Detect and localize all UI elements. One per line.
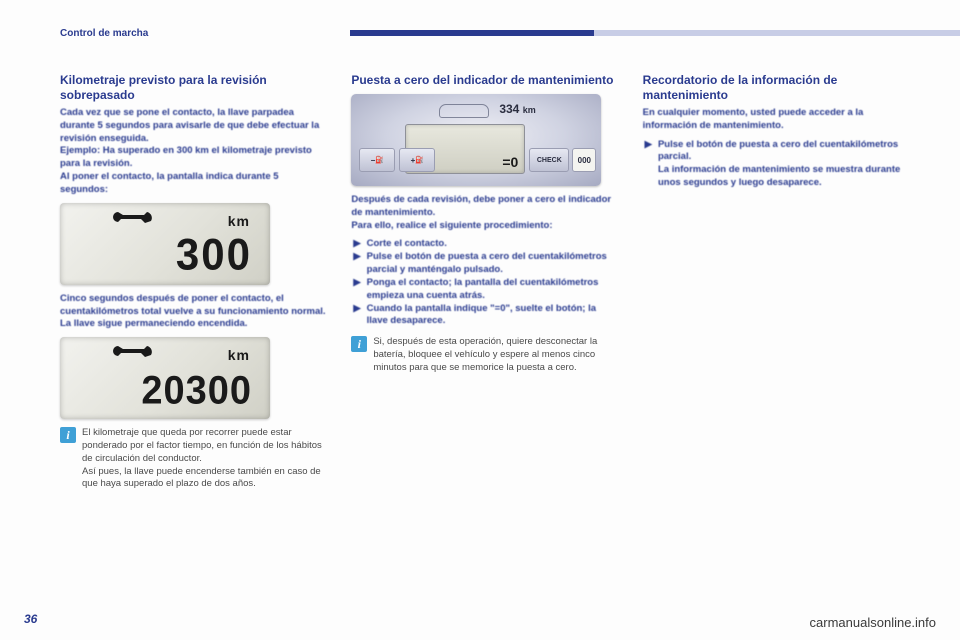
dash-btn-minus: −⛽ (359, 148, 395, 172)
col3-steps: ▶Pulse el botón de puesta a cero del cue… (643, 139, 910, 190)
wrench-icon (112, 209, 162, 231)
lcd2-unit: km (228, 347, 250, 363)
tip-box-1: i El kilometraje que queda por recorrer … (60, 427, 327, 491)
tip-box-2: i Si, después de esta operación, quiere … (351, 336, 618, 374)
bullet-icon: ▶ (645, 139, 652, 165)
col3-title: Recordatorio de la información de manten… (643, 73, 910, 103)
lcd-display-overdue: km 300 (60, 203, 270, 285)
dash-btn-reset: 000 (572, 148, 596, 172)
dash-screen-value: =0 (502, 154, 518, 170)
step-text: Corte el contacto. (367, 238, 619, 251)
dash-distance-value: 334 (499, 102, 519, 116)
step-text: Pulse el botón de puesta a cero del cuen… (658, 139, 910, 165)
dash-button-row: −⛽ (359, 148, 395, 172)
step-text: La información de mantenimiento se muest… (658, 164, 910, 190)
dashboard-image: 334 km =0 −⛽ +⛽ CHECK 000 (351, 94, 601, 186)
dash-distance: 334 km (499, 102, 535, 116)
watermark: carmanualsonline.info (810, 615, 936, 630)
tip1-text: El kilometraje que queda por recorrer pu… (82, 427, 327, 491)
header-rule (350, 30, 960, 36)
col1-title: Kilometraje previsto para la revisión so… (60, 73, 327, 103)
column-left: Kilometraje previsto para la revisión so… (60, 73, 327, 491)
column-right: Recordatorio de la información de manten… (643, 73, 910, 491)
page-number: 36 (24, 612, 37, 626)
column-middle: Puesta a cero del indicador de mantenimi… (351, 73, 618, 491)
lcd-display-total: km 20300 (60, 337, 270, 419)
car-silhouette-icon (439, 104, 489, 118)
col1-mid: Cinco segundos después de poner el conta… (60, 293, 327, 331)
dash-btn-plus: +⛽ (399, 148, 435, 172)
col2-p1: Después de cada revisión, debe poner a c… (351, 194, 618, 232)
bullet-icon: ▶ (353, 238, 360, 251)
wrench-icon (112, 343, 162, 365)
bullet-icon: ▶ (353, 303, 360, 329)
lcd1-value: 300 (176, 229, 252, 279)
col1-intro: Cada vez que se pone el contacto, la lla… (60, 107, 327, 197)
col2-title: Puesta a cero del indicador de mantenimi… (351, 73, 618, 88)
dash-btn-check: CHECK (529, 148, 569, 172)
step-text: Cuando la pantalla indique "=0", suelte … (367, 303, 619, 329)
lcd1-unit: km (228, 213, 250, 229)
col2-steps: ▶ Corte el contacto. ▶ Pulse el botón de p… (351, 238, 618, 328)
bullet-icon: ▶ (353, 277, 360, 303)
step-text: Pulse el botón de puesta a cero del cuen… (367, 251, 619, 277)
lcd2-value: 20300 (141, 369, 252, 414)
step-text: Ponga el contacto; la pantalla del cuent… (367, 277, 619, 303)
dash-distance-unit: km (523, 105, 536, 115)
info-icon: i (351, 336, 367, 352)
col3-p1: En cualquier momento, usted puede accede… (643, 107, 910, 133)
tip2-text: Si, después de esta operación, quiere de… (373, 336, 618, 374)
bullet-icon: ▶ (353, 251, 360, 277)
info-icon: i (60, 427, 76, 443)
